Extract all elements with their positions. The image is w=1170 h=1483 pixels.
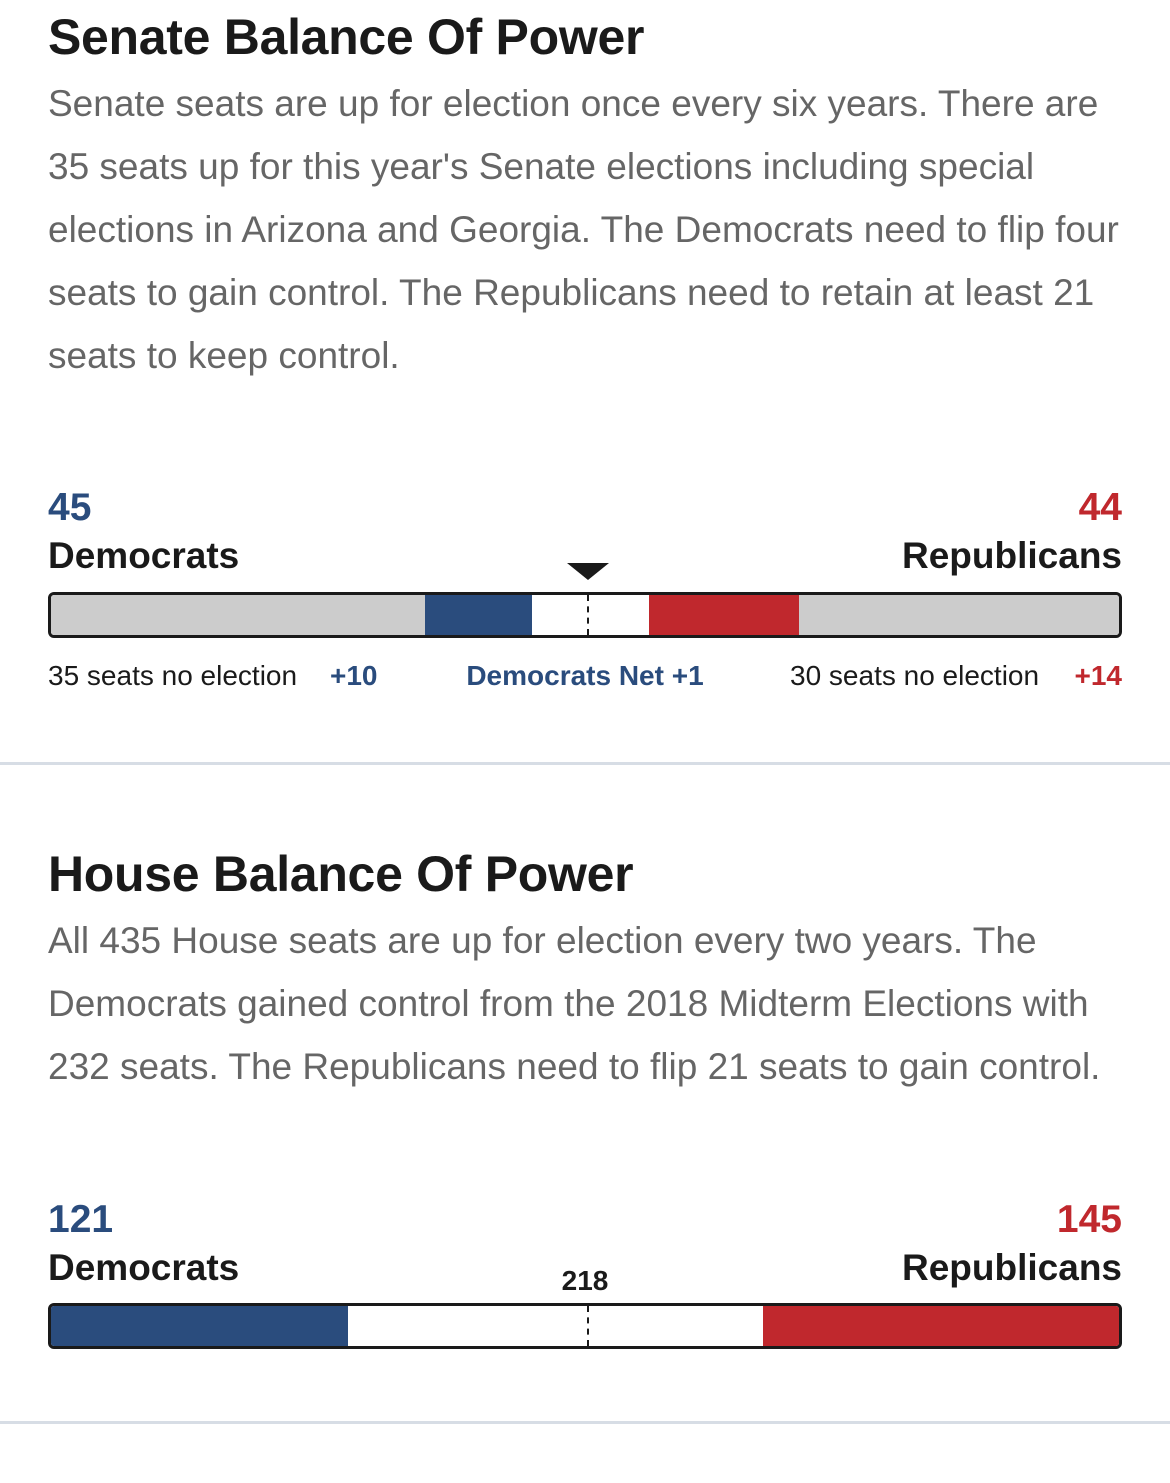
senate-rep-won: +14	[1074, 660, 1123, 691]
senate-section: Senate Balance Of Power Senate seats are…	[48, 9, 1123, 691]
senate-net-change: Democrats Net +1	[466, 660, 704, 691]
senate-dem-label: Democrats	[48, 535, 240, 576]
senate-rep-total: 44	[1078, 486, 1122, 529]
senate-dem-won: +10	[330, 660, 378, 691]
house-majority-label: 218	[561, 1265, 609, 1296]
house-majority-line	[587, 1306, 589, 1346]
house-title: House Balance Of Power	[48, 846, 634, 902]
senate-rep-label: Republicans	[902, 535, 1122, 576]
house-description: All 435 House seats are up for election …	[48, 920, 1101, 1087]
house-bar-segment-undecided-1	[348, 1306, 763, 1346]
section-divider-bottom	[0, 1421, 1170, 1424]
house-section: House Balance Of Power All 435 House sea…	[0, 765, 1170, 1425]
house-rep-label: Republicans	[902, 1247, 1122, 1288]
senate-bar-segment-democrat-0	[51, 595, 425, 635]
senate-bar-segment-republican-3	[649, 595, 799, 635]
senate-bar-segment-democrat-1	[424, 595, 532, 635]
house-bar-segment-republican-2	[763, 1306, 1119, 1346]
senate-bar-segment-undecided-2	[531, 595, 650, 635]
senate-majority-marker	[567, 563, 609, 580]
senate-title: Senate Balance Of Power	[48, 9, 645, 65]
senate-dem-total: 45	[48, 486, 92, 529]
house-dem-total: 121	[48, 1198, 114, 1241]
house-rep-total: 145	[1056, 1198, 1122, 1241]
senate-description: Senate seats are up for election once ev…	[48, 83, 1119, 376]
house-bar-segment-democrat-0	[51, 1306, 349, 1346]
senate-dem-no-election: 35 seats no election	[48, 660, 298, 691]
senate-rep-no-election: 30 seats no election	[790, 660, 1040, 691]
senate-seat-bar	[48, 592, 1122, 638]
section-divider	[0, 762, 1170, 765]
house-seat-bar	[48, 1303, 1122, 1349]
senate-bar-segment-republican-4	[798, 595, 1119, 635]
senate-majority-line	[587, 595, 589, 635]
house-dem-label: Democrats	[48, 1247, 240, 1288]
